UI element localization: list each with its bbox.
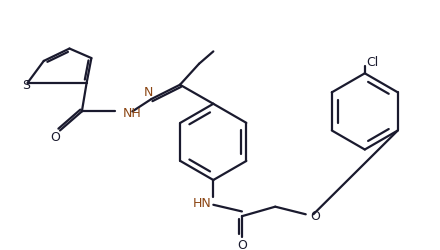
Text: O: O: [237, 238, 247, 250]
Text: NH: NH: [123, 106, 142, 120]
Text: HN: HN: [193, 196, 211, 209]
Text: Cl: Cl: [367, 56, 379, 69]
Text: S: S: [22, 79, 29, 92]
Text: O: O: [311, 209, 320, 222]
Text: N: N: [144, 86, 153, 98]
Text: O: O: [50, 130, 60, 143]
